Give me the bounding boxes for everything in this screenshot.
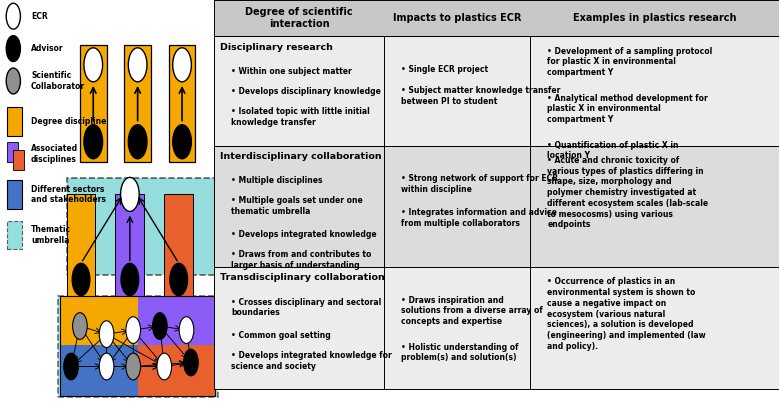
Text: Impacts to plastics ECR: Impacts to plastics ECR	[393, 13, 521, 23]
Text: • Multiple goals set under one
thematic umbrella: • Multiple goals set under one thematic …	[231, 196, 363, 216]
Bar	[214, 146, 779, 267]
Text: Associated
disciplines: Associated disciplines	[31, 144, 78, 164]
Circle shape	[126, 353, 140, 380]
Text: • Analytical method development for
plastic X in environmental
compartment Y: • Analytical method development for plas…	[548, 94, 708, 124]
Text: • Develops integrated knowledge for
science and society: • Develops integrated knowledge for scie…	[231, 351, 392, 371]
Bar	[214, 0, 779, 36]
Circle shape	[84, 125, 103, 159]
Bar	[7, 107, 22, 136]
Text: • Subject matter knowledge transfer
between PI to student: • Subject matter knowledge transfer betw…	[400, 86, 560, 106]
Text: • Common goal setting: • Common goal setting	[231, 331, 331, 340]
Text: • Develops integrated knowledge: • Develops integrated knowledge	[231, 230, 377, 239]
Circle shape	[129, 48, 147, 82]
Bar	[7, 221, 22, 249]
Circle shape	[6, 3, 20, 29]
Text: Disciplinary research: Disciplinary research	[220, 43, 333, 51]
Circle shape	[173, 125, 192, 159]
Text: • Occurrence of plastics in an
environmental system is shown to
cause a negative: • Occurrence of plastics in an environme…	[548, 277, 706, 351]
Text: • Strong network of support for ECR
within discipline: • Strong network of support for ECR with…	[400, 174, 558, 194]
Bar	[66, 178, 217, 275]
Circle shape	[126, 317, 140, 343]
Text: Degree discipline: Degree discipline	[31, 117, 107, 126]
Bar	[58, 296, 217, 397]
Text: • Within one subject matter: • Within one subject matter	[231, 67, 352, 76]
Bar	[7, 142, 18, 162]
Text: • Draws inspiration and
solutions from a diverse array of
concepts and expertise: • Draws inspiration and solutions from a…	[400, 296, 542, 326]
Circle shape	[129, 125, 147, 159]
Text: Examples in plastics research: Examples in plastics research	[573, 13, 736, 23]
Bar	[164, 194, 193, 296]
Text: • Acute and chronic toxicity of
various types of plastics differing in
shape, si: • Acute and chronic toxicity of various …	[548, 156, 709, 229]
Bar	[138, 345, 215, 396]
Text: ECR: ECR	[31, 12, 48, 21]
Bar	[115, 194, 144, 296]
Text: Advisor: Advisor	[31, 44, 64, 53]
Circle shape	[157, 353, 171, 380]
Circle shape	[179, 317, 194, 343]
Bar	[125, 45, 151, 162]
Circle shape	[72, 263, 90, 296]
Text: Interdisciplinary collaboration: Interdisciplinary collaboration	[220, 152, 382, 161]
Circle shape	[173, 48, 192, 82]
Circle shape	[64, 353, 79, 380]
Circle shape	[6, 36, 20, 62]
Text: • Quantification of plastic X in
location Y: • Quantification of plastic X in locatio…	[548, 141, 679, 160]
Text: • Crosses disciplinary and sectoral
boundaries: • Crosses disciplinary and sectoral boun…	[231, 298, 382, 318]
Text: • Integrates information and advice
from multiple collaborators: • Integrates information and advice from…	[400, 208, 556, 228]
Bar	[214, 36, 779, 146]
Circle shape	[6, 68, 20, 94]
Text: Thematic
umbrella: Thematic umbrella	[31, 225, 71, 245]
Circle shape	[99, 353, 114, 380]
Bar	[138, 296, 215, 346]
Text: Transdisciplinary collaboration: Transdisciplinary collaboration	[220, 273, 385, 282]
Circle shape	[170, 263, 188, 296]
Circle shape	[121, 263, 139, 296]
Bar	[7, 180, 22, 209]
Bar	[60, 296, 138, 346]
Text: • Single ECR project: • Single ECR project	[400, 65, 488, 74]
Text: • Holistic understanding of
problem(s) and solution(s): • Holistic understanding of problem(s) a…	[400, 343, 518, 362]
Bar	[13, 150, 24, 170]
Text: • Development of a sampling protocol
for plastic X in environmental
compartment : • Development of a sampling protocol for…	[548, 47, 713, 77]
Circle shape	[121, 177, 139, 211]
Text: Scientific
Collaborator: Scientific Collaborator	[31, 71, 85, 91]
Bar	[169, 45, 196, 162]
Text: • Isolated topic with little initial
knowledge transfer: • Isolated topic with little initial kno…	[231, 107, 370, 127]
Circle shape	[99, 321, 114, 347]
Bar	[60, 296, 215, 396]
Bar	[214, 267, 779, 389]
Bar	[80, 45, 107, 162]
Text: Different sectors
and stakeholders: Different sectors and stakeholders	[31, 185, 106, 204]
Circle shape	[72, 313, 87, 339]
Circle shape	[153, 313, 167, 339]
Circle shape	[84, 48, 103, 82]
Bar	[66, 194, 96, 296]
Text: • Develops disciplinary knowledge: • Develops disciplinary knowledge	[231, 87, 381, 96]
Circle shape	[184, 349, 199, 376]
Text: • Multiple disciplines: • Multiple disciplines	[231, 176, 323, 185]
Text: • Draws from and contributes to
larger basis of understanding: • Draws from and contributes to larger b…	[231, 250, 372, 270]
Text: Degree of scientific
interaction: Degree of scientific interaction	[245, 7, 353, 29]
Bar	[60, 345, 138, 396]
